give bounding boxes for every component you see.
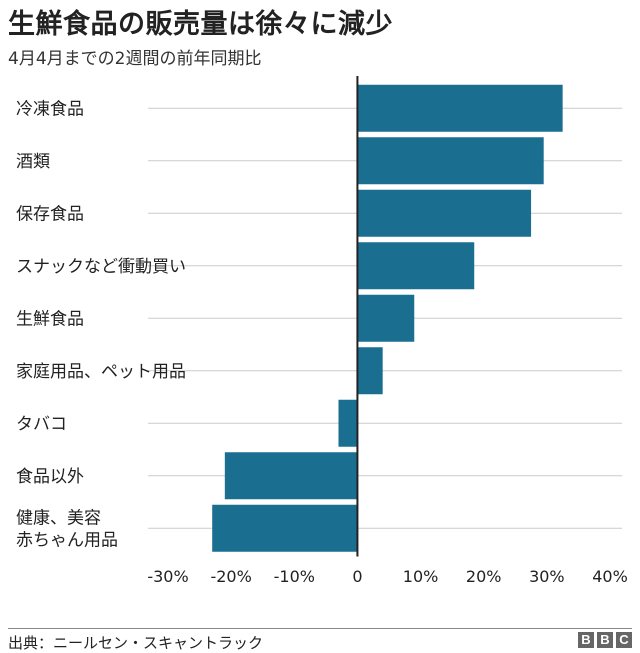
bbc-logo: B B C (578, 632, 632, 648)
x-tick-label: 40% (592, 567, 628, 586)
category-label: 保存食品 (16, 204, 84, 224)
footer-divider (8, 628, 632, 629)
bar (357, 294, 415, 342)
category-label-line: 食品以外 (16, 467, 84, 487)
category-label-line: 赤ちゃん用品 (16, 530, 118, 550)
chart-title: 生鮮食品の販売量は徐々に減少 (8, 9, 393, 40)
category-label: タバコ (16, 414, 67, 434)
category-label: 生鮮食品 (16, 309, 84, 329)
category-label-line: 冷凍食品 (16, 99, 84, 119)
bar (357, 242, 475, 290)
bbc-logo-letter: B (578, 632, 594, 648)
category-label: 酒類 (16, 152, 50, 172)
bar (212, 504, 358, 552)
x-tick-label: 20% (466, 567, 502, 586)
bbc-logo-letter: B (597, 632, 613, 648)
category-label: 冷凍食品 (16, 99, 84, 119)
x-tick-label: -10% (274, 567, 315, 586)
category-label: スナックなど衝動買い (16, 257, 186, 277)
bar (224, 452, 358, 500)
category-label-line: 健康、美容 (16, 508, 101, 528)
x-tick-label: 10% (403, 567, 439, 586)
bar (357, 84, 563, 132)
category-label-line: スナックなど衝動買い (16, 257, 186, 277)
category-label-line: 生鮮食品 (16, 309, 84, 329)
category-label-line: 家庭用品、ペット用品 (16, 362, 186, 382)
category-label: 健康、美容赤ちゃん用品 (16, 508, 118, 550)
bar (338, 399, 358, 447)
category-label: 家庭用品、ペット用品 (16, 362, 186, 382)
category-label-line: タバコ (16, 414, 67, 434)
bar (357, 137, 544, 185)
x-tick-label: 0 (352, 567, 362, 586)
x-tick-label: -30% (147, 567, 188, 586)
x-tick-label: -20% (210, 567, 251, 586)
bar-chart: 冷凍食品酒類保存食品スナックなど衝動買い生鮮食品家庭用品、ペット用品タバコ食品以… (16, 76, 628, 586)
bbc-logo-letter: C (616, 632, 632, 648)
category-label-line: 酒類 (16, 152, 50, 172)
source-note: 出典：ニールセン・スキャントラック (8, 634, 264, 652)
x-tick-label: 30% (529, 567, 565, 586)
bar (357, 189, 532, 237)
category-label-line: 保存食品 (16, 204, 84, 224)
category-label: 食品以外 (16, 467, 84, 487)
bar (357, 347, 383, 395)
chart-subtitle: 4月4月までの2週間の前年同期比 (8, 49, 262, 69)
